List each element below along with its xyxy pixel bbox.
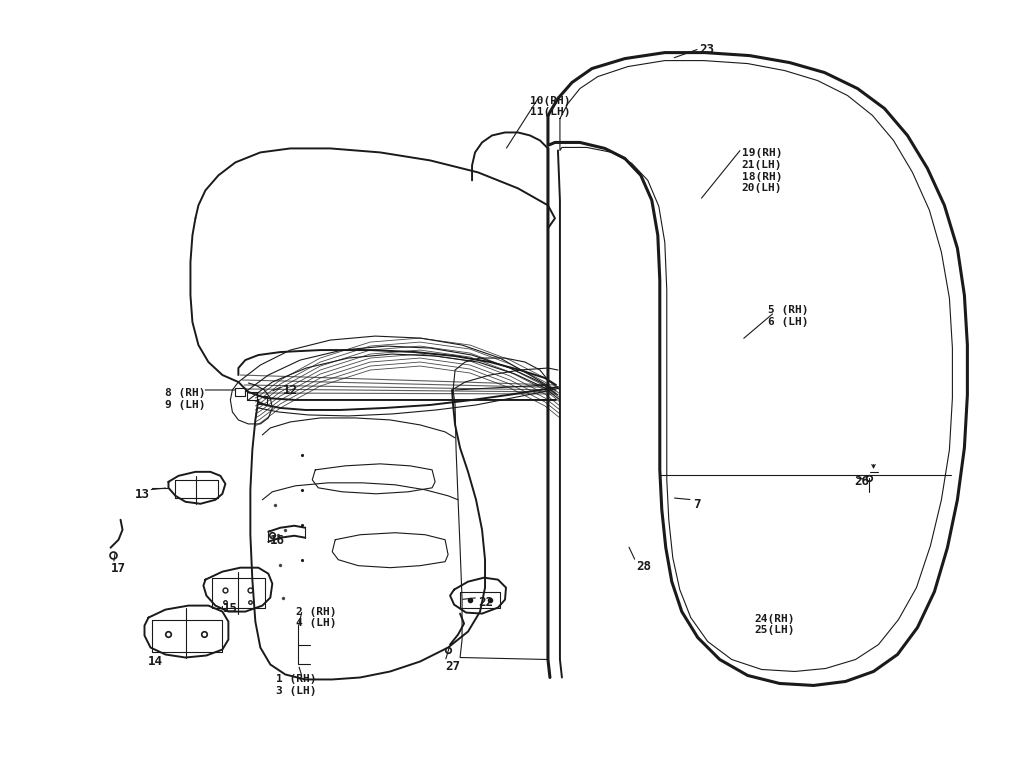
Text: 5 (RH)
6 (LH): 5 (RH) 6 (LH) (768, 305, 808, 326)
Text: 10(RH)
11(LH): 10(RH) 11(LH) (530, 95, 570, 118)
Text: 19(RH)
21(LH)
18(RH)
20(LH): 19(RH) 21(LH) 18(RH) 20(LH) (741, 148, 782, 194)
Text: 1 (RH)
3 (LH): 1 (RH) 3 (LH) (276, 674, 316, 696)
Text: 23: 23 (699, 42, 715, 55)
Text: 15: 15 (222, 601, 238, 614)
Text: 2 (RH)
4 (LH): 2 (RH) 4 (LH) (296, 607, 337, 628)
Text: 7: 7 (693, 498, 700, 511)
Text: 13: 13 (134, 488, 150, 501)
Text: 27: 27 (445, 660, 460, 673)
Text: 14: 14 (148, 654, 163, 667)
Text: 24(RH)
25(LH): 24(RH) 25(LH) (755, 614, 796, 635)
Text: 17: 17 (111, 561, 126, 574)
Text: 8 (RH)
9 (LH): 8 (RH) 9 (LH) (166, 388, 206, 409)
Text: 16: 16 (270, 534, 286, 547)
Text: 26: 26 (855, 475, 869, 488)
Text: 22: 22 (478, 596, 493, 608)
Text: 12: 12 (284, 384, 298, 397)
Text: 28: 28 (636, 560, 651, 573)
